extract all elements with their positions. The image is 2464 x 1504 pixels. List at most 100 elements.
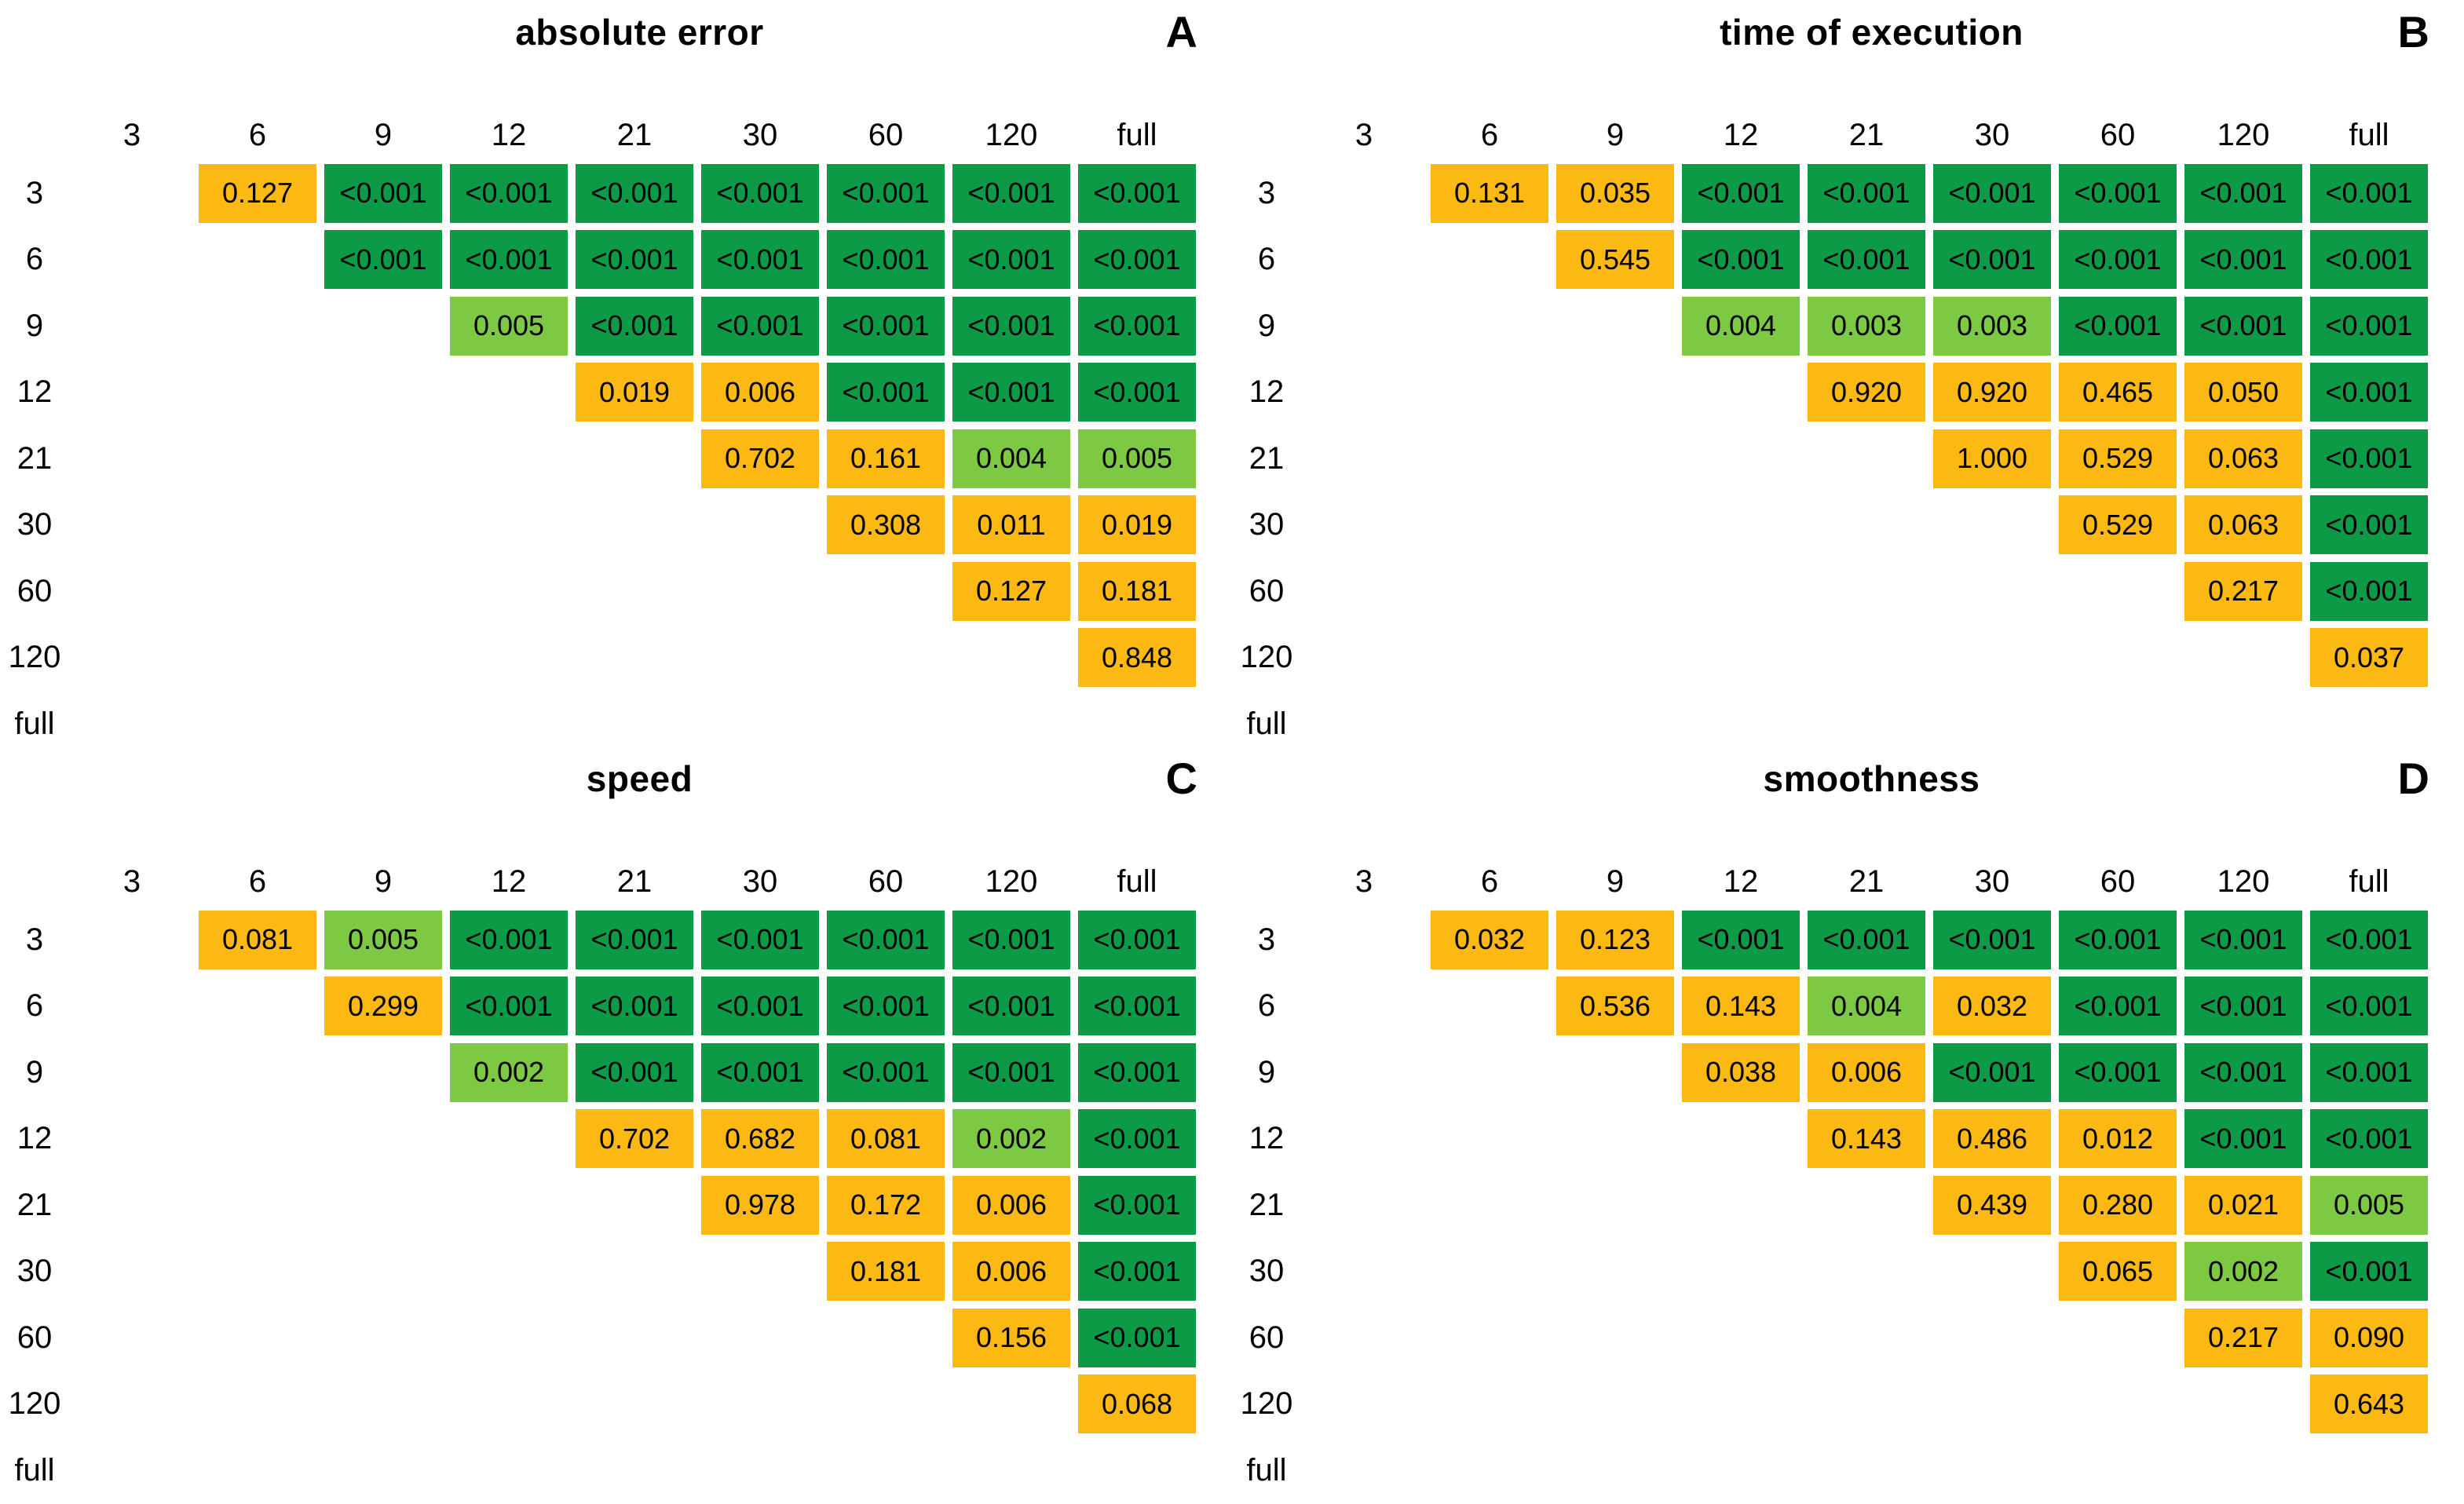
empty-cell [320,1305,446,1371]
pvalue-cell-12-vs-60: 0.081 [827,1109,945,1169]
row-label-full: full [14,706,55,741]
empty-cell [69,1239,195,1305]
col-label-120: 120 [985,863,1038,899]
cell-slot: <0.001 [320,227,446,294]
cell-slot: <0.001 [572,160,697,227]
row-label-60: 60 [16,1320,53,1355]
empty-cell [1301,907,1427,973]
empty-cell [2181,1371,2306,1438]
cell-slot: <0.001 [572,227,697,294]
cell-slot: 0.181 [1074,558,1200,625]
empty-cell [1678,492,1804,559]
pvalue-cell-9-vs-120: <0.001 [952,296,1070,356]
pvalue-cell-6-vs-21: 0.004 [1808,977,1925,1036]
col-label-30: 30 [742,117,778,152]
empty-cell [69,1039,195,1106]
pvalue-cell-21-vs-120: 0.021 [2184,1175,2302,1235]
pvalue-cell-3-vs-6: 0.131 [1431,163,1548,223]
pvalue-cell-9-vs-full: <0.001 [1078,296,1196,356]
empty-cell [1804,1437,1929,1504]
pvalue-cell-30-vs-120: 0.063 [2184,495,2302,555]
row-label-120: 120 [1240,1386,1293,1422]
pvalue-cell-6-vs-30: <0.001 [701,230,819,290]
pvalue-cell-9-vs-full: <0.001 [2310,1042,2428,1102]
empty-cell [69,160,195,227]
empty-cell [446,492,572,559]
cell-slot: <0.001 [1074,160,1200,227]
pvalue-cell-6-vs-full: <0.001 [1078,230,1196,290]
cell-slot: <0.001 [949,360,1074,426]
cell-slot: <0.001 [1929,227,2055,294]
pvalue-cell-60-vs-full: <0.001 [2310,561,2428,621]
cell-slot: <0.001 [697,160,823,227]
empty-cell [195,492,320,559]
empty-cell [195,1039,320,1106]
empty-cell [1427,625,1552,692]
empty-cell [572,1172,697,1239]
empty-cell [446,425,572,492]
pvalue-cell-12-vs-full: <0.001 [2310,363,2428,422]
cell-slot: 0.439 [1929,1172,2055,1239]
row-label-30: 30 [16,507,53,542]
empty-cell [1929,492,2055,559]
empty-cell [1301,1172,1427,1239]
cell-slot: 0.019 [1074,492,1200,559]
pvalue-cell-3-vs-12: <0.001 [450,910,568,969]
pvalue-cell-3-vs-full: <0.001 [2310,163,2428,223]
pvalue-cell-3-vs-full: <0.001 [1078,163,1196,223]
empty-cell [1678,1437,1804,1504]
row-label-120: 120 [8,640,61,675]
cell-slot: <0.001 [697,907,823,973]
cell-slot: <0.001 [2181,907,2306,973]
pvalue-cell-3-vs-120: <0.001 [2184,910,2302,969]
empty-cell [1427,360,1552,426]
pvalue-cell-6-vs-9: 0.536 [1556,977,1674,1036]
pvalue-cell-12-vs-30: 0.920 [1933,363,2051,422]
pvalue-cell-30-vs-60: 0.065 [2059,1242,2177,1301]
row-label-9: 9 [1257,1054,1276,1090]
empty-cell [1552,425,1678,492]
pvalue-cell-6-vs-12: <0.001 [1682,230,1800,290]
empty-cell [697,558,823,625]
panel-letter-d: D [2397,754,2429,803]
empty-cell [446,625,572,692]
cell-slot: <0.001 [1678,227,1804,294]
pvalue-cell-21-vs-60: 0.280 [2059,1175,2177,1235]
col-label-6: 6 [248,863,267,899]
cell-slot: 0.004 [1678,293,1804,360]
empty-cell [1552,625,1678,692]
empty-cell [1427,1239,1552,1305]
cell-slot: 0.127 [949,558,1074,625]
cell-slot: 0.002 [949,1106,1074,1173]
empty-cell [1804,1172,1929,1239]
pvalue-cell-12-vs-120: 0.050 [2184,363,2302,422]
cell-slot: <0.001 [697,1039,823,1106]
cell-slot: 0.161 [823,425,949,492]
pvalue-cell-9-vs-120: <0.001 [2184,1042,2302,1102]
cell-slot: <0.001 [1929,907,2055,973]
empty-cell [195,360,320,426]
empty-cell [1552,1106,1678,1173]
cell-slot: <0.001 [697,973,823,1040]
cell-slot: <0.001 [446,907,572,973]
cell-slot: <0.001 [1678,160,1804,227]
empty-cell [1427,425,1552,492]
pvalue-cell-21-vs-120: 0.004 [952,429,1070,488]
pvalue-cell-9-vs-12: 0.005 [450,296,568,356]
pvalue-cell-3-vs-60: <0.001 [2059,163,2177,223]
cell-slot: <0.001 [823,360,949,426]
empty-cell [697,1239,823,1305]
empty-cell [1804,492,1929,559]
cell-slot: <0.001 [2055,160,2181,227]
cell-slot: <0.001 [2055,973,2181,1040]
cell-slot: <0.001 [1804,160,1929,227]
cell-slot: 0.005 [2306,1172,2432,1239]
pvalue-cell-6-vs-60: <0.001 [827,977,945,1036]
pvalue-cell-12-vs-120: 0.002 [952,1109,1070,1169]
cell-slot: <0.001 [2306,293,2432,360]
pvalue-cell-3-vs-9: <0.001 [324,163,442,223]
pvalue-cell-6-vs-12: <0.001 [450,230,568,290]
pvalue-cell-60-vs-full: 0.090 [2310,1308,2428,1367]
cell-slot: 0.308 [823,492,949,559]
empty-cell [69,1305,195,1371]
